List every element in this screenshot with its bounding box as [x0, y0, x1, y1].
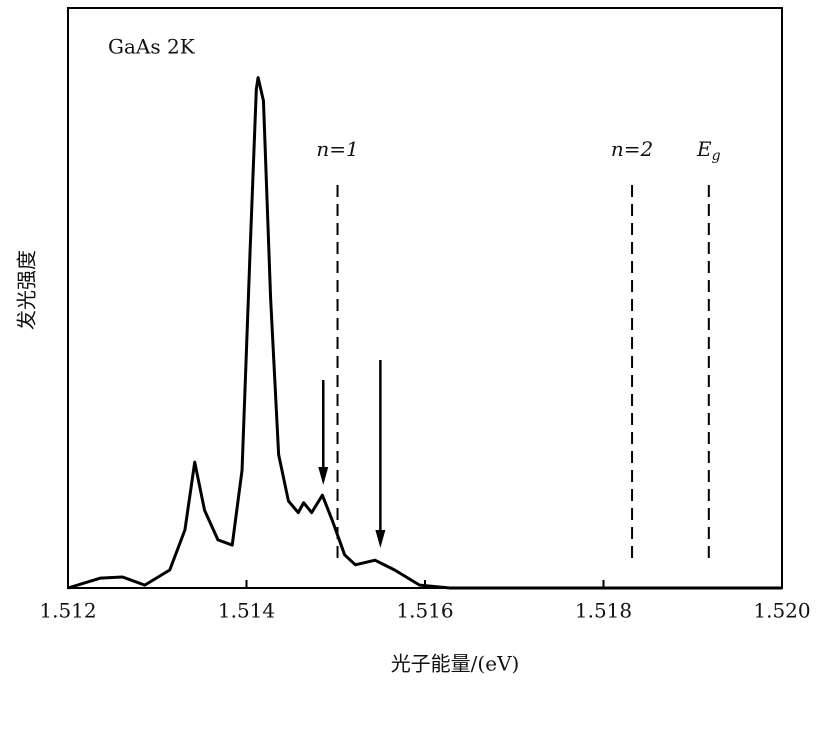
reference-label-subscript: g — [712, 148, 721, 164]
x-tick-label: 1.518 — [575, 599, 632, 623]
spectrum-line — [67, 76, 782, 590]
reference-label-text: n=2 — [611, 137, 653, 161]
x-tick-label: 1.514 — [218, 599, 275, 623]
x-tick-label: 1.520 — [753, 599, 810, 623]
reference-label: n=2 — [611, 137, 653, 161]
reference-label: Eg — [696, 137, 721, 165]
reference-label-text: n=1 — [316, 137, 358, 161]
arrow-head — [375, 530, 386, 548]
x-tick-label: 1.512 — [39, 599, 96, 623]
x-axis-label: 光子能量/(eV) — [391, 652, 520, 676]
reference-label: n=1 — [316, 137, 358, 161]
plot-frame — [67, 7, 783, 589]
x-tick-label: 1.516 — [396, 599, 453, 623]
reference-label-text: E — [696, 137, 712, 161]
y-axis-label: 发光强度 — [15, 250, 39, 330]
chart-title: GaAs 2K — [108, 35, 196, 59]
arrow-head — [318, 467, 329, 485]
